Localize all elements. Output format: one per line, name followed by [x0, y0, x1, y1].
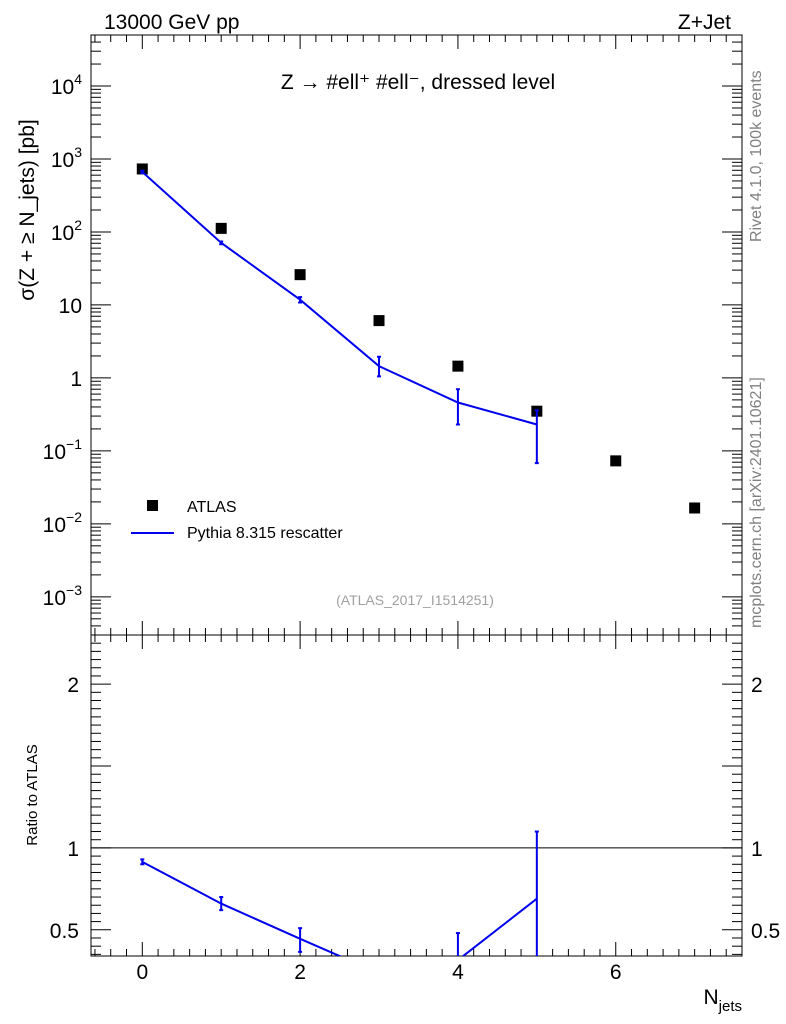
y-tick-label: 10−2 [43, 509, 83, 537]
y-tick-label-base: 10 [59, 295, 82, 318]
analysis-label: (ATLAS_2017_I1514251) [336, 592, 494, 608]
x-tick-labels: 0 2 4 6 [136, 961, 621, 984]
pythia-line [141, 171, 538, 426]
y-tick-label: 10−1 [43, 436, 83, 464]
ratio-tick-label-right: 0.5 [751, 920, 780, 943]
atlas-data-point [689, 502, 701, 514]
chart-title: Z → #ell⁺ #ell⁻, dressed level [281, 71, 555, 94]
pythia-ratio-line [141, 860, 538, 956]
ratio-tick-label-right: 1 [751, 838, 763, 861]
y-tick-label-base: 10 [43, 587, 66, 610]
y-tick-label-exponent: 3 [74, 144, 82, 160]
ratio-y-axis-label: Ratio to ATLAS [24, 744, 41, 845]
source-label: mcplots.cern.ch [arXiv:2401.10621] [748, 377, 765, 628]
atlas-data-point [610, 455, 622, 467]
atlas-data-point [215, 222, 227, 234]
main-axis-ticks [91, 34, 743, 636]
y-tick-label-base: 10 [51, 222, 74, 245]
y-tick-label: 10 [59, 295, 82, 318]
y-tick-label: 103 [51, 144, 82, 172]
energy-label: 13000 GeV pp [104, 11, 239, 34]
atlas-data-point [294, 269, 306, 281]
legend-label-pythia: Pythia 8.315 rescatter [187, 525, 343, 542]
ratio-tick-label-left: 1 [67, 838, 79, 861]
y-tick-label-base: 10 [43, 441, 66, 464]
atlas-data-point [373, 315, 385, 327]
y-tick-label-exponent: 2 [74, 217, 82, 233]
ratio-tick-label-left: 0.5 [50, 920, 79, 943]
x-tick-label: 6 [610, 961, 622, 984]
y-tick-label-exponent: 4 [74, 71, 82, 87]
y-tick-label: 1 [70, 368, 82, 391]
y-tick-label: 102 [51, 217, 82, 245]
x-tick-label: 0 [136, 961, 148, 984]
y-tick-label-base: 10 [43, 514, 66, 537]
y-tick-label-base: 10 [51, 76, 74, 99]
ratio-tick-label-right: 2 [751, 674, 763, 697]
y-tick-label: 104 [51, 71, 82, 99]
ratio-tick-label-left: 2 [67, 674, 79, 697]
legend-marker-atlas [147, 500, 158, 511]
x-axis-label-subscript: jets [718, 998, 742, 1015]
y-axis-label: σ(Z + ≥ N_jets) [pb] [16, 119, 39, 300]
y-tick-label-base: 10 [51, 149, 74, 172]
x-axis-label: Njets [703, 986, 742, 1015]
ratio-clipped-group [91, 830, 742, 956]
atlas-data-point [136, 163, 148, 175]
atlas-data-point [452, 360, 464, 372]
main-data-layer [136, 163, 701, 514]
ratio-plot-frame [90, 634, 743, 957]
y-tick-label-base: 1 [70, 368, 82, 391]
y-tick-label-exponent: −1 [66, 436, 82, 452]
y-tick-label-exponent: −2 [66, 509, 82, 525]
process-label: Z+Jet [678, 11, 731, 34]
ratio-data-layer [91, 830, 742, 956]
ratio-tick-labels: 0.5 0.5 1 1 2 2 [50, 674, 780, 943]
ratio-axis-ticks [91, 634, 743, 956]
legend-label-atlas: ATLAS [187, 499, 237, 516]
x-tick-label: 4 [452, 961, 464, 984]
main-plot-frame [90, 34, 743, 636]
y-tick-label-exponent: −3 [66, 582, 82, 598]
x-tick-label: 2 [294, 961, 306, 984]
rivet-label: Rivet 4.1.0, 100k events [748, 70, 765, 242]
y-tick-label: 10−3 [43, 582, 83, 610]
legend: ATLAS Pythia 8.315 rescatter [131, 499, 343, 542]
